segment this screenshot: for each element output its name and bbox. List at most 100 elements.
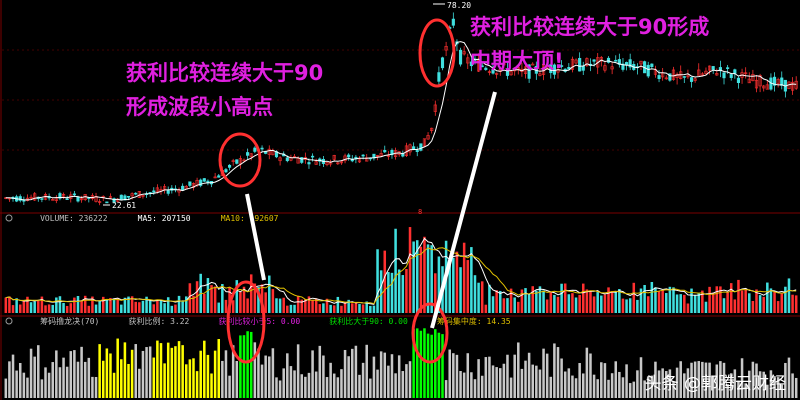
- volume-bar: [206, 278, 210, 313]
- volume-bar: [268, 275, 271, 313]
- indicator-bar: [452, 353, 455, 398]
- indicator-bar: [33, 356, 36, 398]
- volume-bar: [498, 290, 502, 313]
- indicator-bar: [80, 346, 83, 398]
- indicator-bar: [740, 358, 744, 398]
- candle-body: [718, 67, 722, 72]
- candle-body: [772, 76, 777, 86]
- volume-bar: [76, 295, 80, 313]
- candle-body: [130, 193, 134, 197]
- indicator-bar: [282, 368, 285, 398]
- volume-bar: [239, 292, 242, 313]
- volume-bar: [397, 269, 401, 313]
- volume-bar: [379, 270, 383, 313]
- indicator-bar: [278, 380, 282, 398]
- indicator-bar: [693, 361, 697, 398]
- candle-body: [134, 192, 138, 195]
- volume-bar: [311, 300, 314, 313]
- volume-bar: [618, 289, 621, 313]
- pointer-line-left: [245, 193, 266, 281]
- indicator-settings-icon[interactable]: [5, 317, 13, 325]
- volume-bar: [372, 305, 376, 313]
- indicator-bar: [600, 362, 603, 398]
- volume-bar: [127, 296, 130, 313]
- indicator-bar: [387, 365, 390, 398]
- volume-bar: [343, 302, 347, 313]
- volume-bar: [347, 299, 350, 313]
- volume-bar: [58, 296, 62, 313]
- candle-body: [231, 160, 235, 162]
- indicator-bar: [51, 362, 54, 398]
- volume-bar: [545, 299, 549, 313]
- volume-bar: [271, 289, 275, 313]
- indicator-bar: [672, 381, 675, 398]
- indicator-bar: [563, 371, 567, 398]
- volume-bar: [452, 257, 455, 313]
- volume-bar: [506, 298, 509, 313]
- volume-bar: [390, 272, 394, 313]
- indicator-bar: [610, 373, 614, 398]
- indicator-bar: [744, 383, 747, 398]
- indicator-bar: [87, 357, 91, 398]
- indicator-bar: [715, 364, 719, 398]
- indicator-bar: [293, 370, 296, 398]
- volume-bar: [701, 290, 704, 313]
- highlight-circle-wave-high: [218, 132, 262, 188]
- candle-body: [689, 77, 694, 82]
- volume-bar: [62, 302, 65, 313]
- annotation-left: 获利比较连续大于90 形成波段小高点: [126, 56, 323, 124]
- candle-body: [419, 143, 423, 151]
- volume-legend-volume: VOLUME: 236222: [40, 214, 108, 223]
- volume-bar: [668, 286, 672, 313]
- indicator-bar: [412, 329, 415, 398]
- indicator-bar: [686, 368, 690, 398]
- candle-body: [285, 157, 289, 162]
- candle-body: [762, 85, 766, 89]
- indicator-bar: [228, 375, 231, 398]
- indicator-bar: [668, 369, 672, 398]
- indicator-bar: [40, 379, 44, 398]
- indicator-bar: [787, 357, 791, 398]
- indicator-bar: [480, 375, 484, 398]
- indicator-bar: [195, 371, 199, 398]
- indicator-bar: [607, 379, 610, 398]
- indicator-bar: [784, 362, 787, 398]
- indicator-bar: [174, 346, 177, 398]
- indicator-bar: [206, 354, 210, 398]
- volume-bar: [430, 245, 433, 313]
- volume-ma10-line: [5, 247, 797, 305]
- candle-body: [733, 69, 737, 74]
- volume-bar: [376, 249, 379, 313]
- indicator-bar: [69, 351, 73, 398]
- indicator-bar: [589, 353, 592, 398]
- indicator-bar: [116, 338, 119, 398]
- volume-bar: [708, 286, 711, 313]
- indicator-bar: [29, 348, 33, 398]
- indicator-bar: [419, 330, 423, 398]
- indicator-bar: [444, 380, 448, 398]
- volume-bar: [101, 296, 105, 313]
- volume-bar: [80, 300, 83, 313]
- volume-bar: [639, 288, 643, 313]
- indicator-bar: [296, 344, 300, 398]
- candle-body: [300, 157, 304, 163]
- volume-bar: [549, 292, 553, 313]
- indicator-bar: [657, 370, 661, 398]
- volume-bar: [340, 305, 343, 313]
- volume-bar: [105, 299, 109, 313]
- indicator-bar: [181, 345, 184, 398]
- volume-bar: [581, 283, 585, 313]
- candle-body: [736, 77, 741, 83]
- highlight-circle-volume: [226, 280, 266, 364]
- volume-bar: [112, 298, 116, 313]
- candle-body: [592, 59, 596, 62]
- indicator-bar: [719, 361, 722, 398]
- indicator-bar: [304, 376, 307, 398]
- indicator-bar: [556, 347, 560, 398]
- volume-settings-icon[interactable]: [5, 214, 13, 222]
- volume-bar: [329, 304, 332, 313]
- indicator-bar: [231, 345, 235, 398]
- indicator-bar: [766, 384, 769, 398]
- candle-body: [469, 61, 473, 67]
